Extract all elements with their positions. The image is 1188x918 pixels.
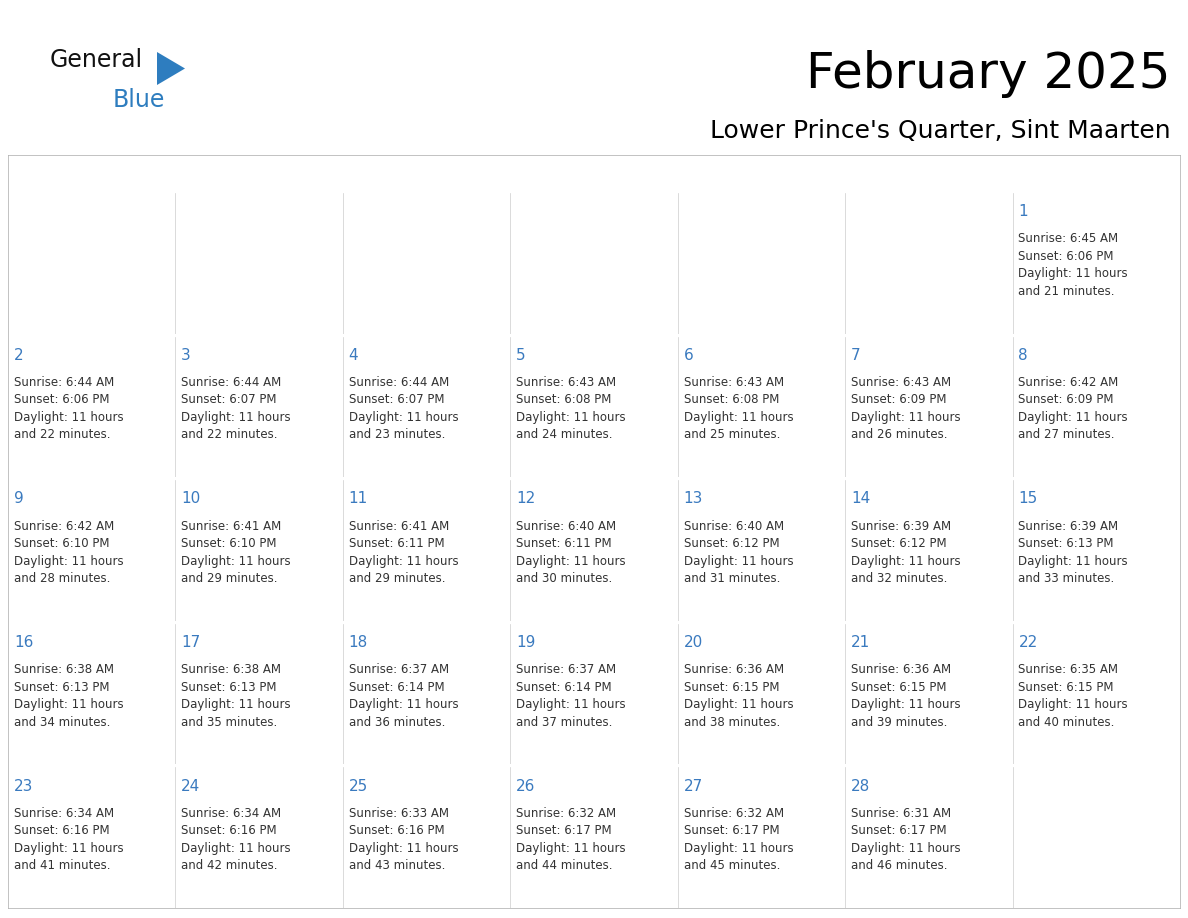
Text: Sunrise: 6:39 AM
Sunset: 6:13 PM
Daylight: 11 hours
and 33 minutes.: Sunrise: 6:39 AM Sunset: 6:13 PM Dayligh… — [1018, 520, 1129, 585]
Text: 2: 2 — [14, 348, 24, 363]
Text: Sunrise: 6:41 AM
Sunset: 6:10 PM
Daylight: 11 hours
and 29 minutes.: Sunrise: 6:41 AM Sunset: 6:10 PM Dayligh… — [182, 520, 291, 585]
Text: Sunrise: 6:44 AM
Sunset: 6:07 PM
Daylight: 11 hours
and 22 minutes.: Sunrise: 6:44 AM Sunset: 6:07 PM Dayligh… — [182, 376, 291, 442]
Text: 9: 9 — [14, 491, 24, 507]
Text: 19: 19 — [516, 635, 536, 650]
Text: Lower Prince's Quarter, Sint Maarten: Lower Prince's Quarter, Sint Maarten — [709, 119, 1170, 143]
Text: 23: 23 — [14, 778, 33, 794]
Text: Sunrise: 6:44 AM
Sunset: 6:06 PM
Daylight: 11 hours
and 22 minutes.: Sunrise: 6:44 AM Sunset: 6:06 PM Dayligh… — [14, 376, 124, 442]
Text: 25: 25 — [349, 778, 368, 794]
Text: 5: 5 — [516, 348, 526, 363]
Text: 21: 21 — [851, 635, 871, 650]
Text: Sunrise: 6:33 AM
Sunset: 6:16 PM
Daylight: 11 hours
and 43 minutes.: Sunrise: 6:33 AM Sunset: 6:16 PM Dayligh… — [349, 807, 459, 872]
Text: Tuesday: Tuesday — [390, 163, 463, 182]
Text: 3: 3 — [182, 348, 191, 363]
Text: 6: 6 — [683, 348, 694, 363]
Text: Blue: Blue — [113, 88, 165, 112]
Text: Sunrise: 6:34 AM
Sunset: 6:16 PM
Daylight: 11 hours
and 42 minutes.: Sunrise: 6:34 AM Sunset: 6:16 PM Dayligh… — [182, 807, 291, 872]
Text: Sunrise: 6:43 AM
Sunset: 6:08 PM
Daylight: 11 hours
and 25 minutes.: Sunrise: 6:43 AM Sunset: 6:08 PM Dayligh… — [683, 376, 794, 442]
Text: 7: 7 — [851, 348, 860, 363]
Text: Thursday: Thursday — [720, 163, 803, 182]
Text: Sunrise: 6:38 AM
Sunset: 6:13 PM
Daylight: 11 hours
and 34 minutes.: Sunrise: 6:38 AM Sunset: 6:13 PM Dayligh… — [14, 663, 124, 729]
Text: 18: 18 — [349, 635, 368, 650]
Text: Sunrise: 6:32 AM
Sunset: 6:17 PM
Daylight: 11 hours
and 45 minutes.: Sunrise: 6:32 AM Sunset: 6:17 PM Dayligh… — [683, 807, 794, 872]
Text: Friday: Friday — [902, 163, 956, 182]
Text: Sunrise: 6:39 AM
Sunset: 6:12 PM
Daylight: 11 hours
and 32 minutes.: Sunrise: 6:39 AM Sunset: 6:12 PM Dayligh… — [851, 520, 961, 585]
Text: 20: 20 — [683, 635, 703, 650]
Text: Wednesday: Wednesday — [542, 163, 646, 182]
Text: Sunrise: 6:42 AM
Sunset: 6:10 PM
Daylight: 11 hours
and 28 minutes.: Sunrise: 6:42 AM Sunset: 6:10 PM Dayligh… — [14, 520, 124, 585]
Text: Sunrise: 6:36 AM
Sunset: 6:15 PM
Daylight: 11 hours
and 38 minutes.: Sunrise: 6:36 AM Sunset: 6:15 PM Dayligh… — [683, 663, 794, 729]
Text: Saturday: Saturday — [1056, 163, 1137, 182]
Text: 15: 15 — [1018, 491, 1037, 507]
Text: 22: 22 — [1018, 635, 1037, 650]
Text: 16: 16 — [14, 635, 33, 650]
Text: Sunrise: 6:40 AM
Sunset: 6:12 PM
Daylight: 11 hours
and 31 minutes.: Sunrise: 6:40 AM Sunset: 6:12 PM Dayligh… — [683, 520, 794, 585]
Text: 11: 11 — [349, 491, 368, 507]
Text: Sunrise: 6:36 AM
Sunset: 6:15 PM
Daylight: 11 hours
and 39 minutes.: Sunrise: 6:36 AM Sunset: 6:15 PM Dayligh… — [851, 663, 961, 729]
Text: 10: 10 — [182, 491, 201, 507]
Text: Sunrise: 6:34 AM
Sunset: 6:16 PM
Daylight: 11 hours
and 41 minutes.: Sunrise: 6:34 AM Sunset: 6:16 PM Dayligh… — [14, 807, 124, 872]
Text: 1: 1 — [1018, 204, 1028, 219]
Text: 12: 12 — [516, 491, 536, 507]
Text: 24: 24 — [182, 778, 201, 794]
Text: Sunrise: 6:40 AM
Sunset: 6:11 PM
Daylight: 11 hours
and 30 minutes.: Sunrise: 6:40 AM Sunset: 6:11 PM Dayligh… — [516, 520, 626, 585]
Text: Sunrise: 6:31 AM
Sunset: 6:17 PM
Daylight: 11 hours
and 46 minutes.: Sunrise: 6:31 AM Sunset: 6:17 PM Dayligh… — [851, 807, 961, 872]
Text: Sunrise: 6:43 AM
Sunset: 6:09 PM
Daylight: 11 hours
and 26 minutes.: Sunrise: 6:43 AM Sunset: 6:09 PM Dayligh… — [851, 376, 961, 442]
Text: Sunrise: 6:37 AM
Sunset: 6:14 PM
Daylight: 11 hours
and 36 minutes.: Sunrise: 6:37 AM Sunset: 6:14 PM Dayligh… — [349, 663, 459, 729]
Text: Sunday: Sunday — [58, 163, 126, 182]
Text: 4: 4 — [349, 348, 359, 363]
Text: 14: 14 — [851, 491, 871, 507]
Text: 28: 28 — [851, 778, 871, 794]
Text: Sunrise: 6:42 AM
Sunset: 6:09 PM
Daylight: 11 hours
and 27 minutes.: Sunrise: 6:42 AM Sunset: 6:09 PM Dayligh… — [1018, 376, 1129, 442]
Text: 13: 13 — [683, 491, 703, 507]
Text: 27: 27 — [683, 778, 703, 794]
Text: 17: 17 — [182, 635, 201, 650]
Text: Sunrise: 6:45 AM
Sunset: 6:06 PM
Daylight: 11 hours
and 21 minutes.: Sunrise: 6:45 AM Sunset: 6:06 PM Dayligh… — [1018, 232, 1129, 297]
Text: Sunrise: 6:41 AM
Sunset: 6:11 PM
Daylight: 11 hours
and 29 minutes.: Sunrise: 6:41 AM Sunset: 6:11 PM Dayligh… — [349, 520, 459, 585]
Text: February 2025: February 2025 — [805, 50, 1170, 98]
Text: Sunrise: 6:35 AM
Sunset: 6:15 PM
Daylight: 11 hours
and 40 minutes.: Sunrise: 6:35 AM Sunset: 6:15 PM Dayligh… — [1018, 663, 1129, 729]
Text: 26: 26 — [516, 778, 536, 794]
Text: Sunrise: 6:32 AM
Sunset: 6:17 PM
Daylight: 11 hours
and 44 minutes.: Sunrise: 6:32 AM Sunset: 6:17 PM Dayligh… — [516, 807, 626, 872]
Text: Sunrise: 6:38 AM
Sunset: 6:13 PM
Daylight: 11 hours
and 35 minutes.: Sunrise: 6:38 AM Sunset: 6:13 PM Dayligh… — [182, 663, 291, 729]
Text: Sunrise: 6:43 AM
Sunset: 6:08 PM
Daylight: 11 hours
and 24 minutes.: Sunrise: 6:43 AM Sunset: 6:08 PM Dayligh… — [516, 376, 626, 442]
Text: Sunrise: 6:44 AM
Sunset: 6:07 PM
Daylight: 11 hours
and 23 minutes.: Sunrise: 6:44 AM Sunset: 6:07 PM Dayligh… — [349, 376, 459, 442]
Text: General: General — [50, 48, 143, 72]
Text: Sunrise: 6:37 AM
Sunset: 6:14 PM
Daylight: 11 hours
and 37 minutes.: Sunrise: 6:37 AM Sunset: 6:14 PM Dayligh… — [516, 663, 626, 729]
Text: 8: 8 — [1018, 348, 1028, 363]
Text: Monday: Monday — [223, 163, 295, 182]
